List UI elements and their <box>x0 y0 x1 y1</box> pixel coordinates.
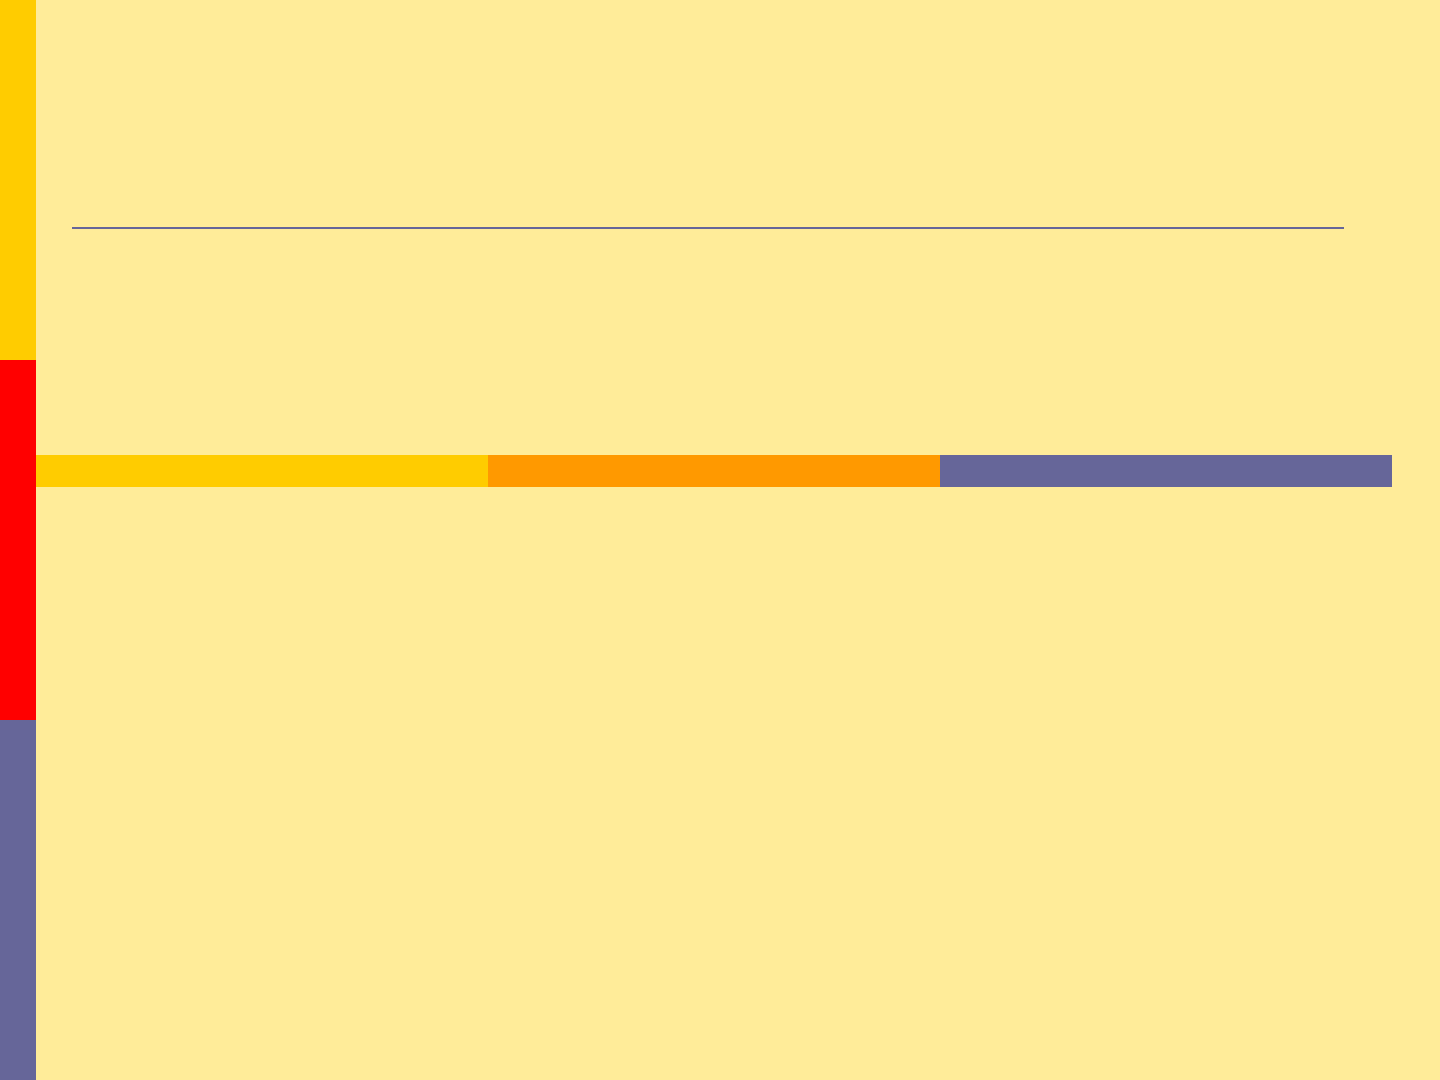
horizontal-accent-bar-orange <box>488 455 940 487</box>
left-accent-bar-yellow <box>0 0 36 360</box>
horizontal-accent-bar-yellow <box>36 455 488 487</box>
left-accent-bar-red <box>0 360 36 720</box>
horizontal-accent-bar-purple <box>940 455 1392 487</box>
title-divider-line <box>72 227 1344 229</box>
left-accent-bar-purple <box>0 720 36 1080</box>
